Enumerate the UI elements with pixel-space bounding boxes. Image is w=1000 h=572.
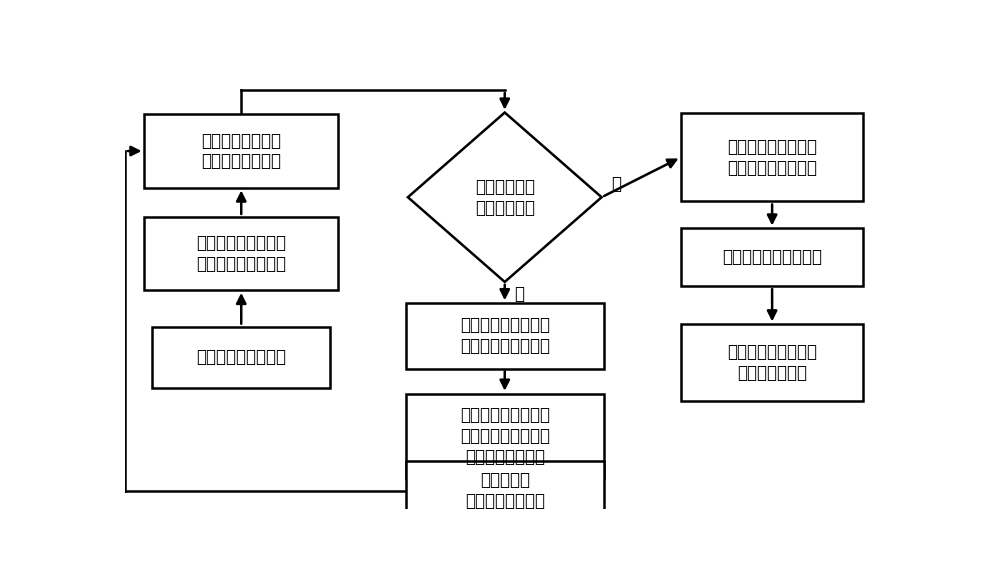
Bar [681, 324, 863, 402]
Bar [406, 460, 604, 521]
Text: 对参与免疫遗传的抗
体进行交叉和变异，
产生新的抗体种群: 对参与免疫遗传的抗 体进行交叉和变异， 产生新的抗体种群 [460, 406, 550, 466]
Text: 将图像的分割阈值视
为抗体矩阵并初始化: 将图像的分割阈值视 为抗体矩阵并初始化 [196, 234, 286, 273]
Text: 计算父代抗体种群
的适应度，并排序: 计算父代抗体种群 的适应度，并排序 [201, 132, 281, 170]
Text: 根据适应度
更新子代抗体种群: 根据适应度 更新子代抗体种群 [465, 471, 545, 510]
Bar [152, 327, 330, 388]
Bar [681, 113, 863, 201]
Text: 用形态学的方法处理
得到的分割区域: 用形态学的方法处理 得到的分割区域 [727, 343, 817, 382]
Text: 是: 是 [611, 175, 621, 193]
Bar [406, 303, 604, 368]
Text: 对采集的图像进行分割: 对采集的图像进行分割 [722, 248, 822, 267]
Text: 用轮盘赌的方法选择
参与免疫遗传的抗体: 用轮盘赌的方法选择 参与免疫遗传的抗体 [460, 316, 550, 355]
Text: 判断是否满足
最大迭代条件: 判断是否满足 最大迭代条件 [475, 178, 535, 217]
Bar [681, 228, 863, 286]
Text: 否: 否 [514, 285, 524, 303]
Bar [144, 114, 338, 188]
Bar [144, 217, 338, 290]
Polygon shape [408, 113, 602, 282]
Text: 归一化原始采集图像: 归一化原始采集图像 [196, 348, 286, 367]
Bar [406, 394, 604, 478]
Text: 输出适应度最高的抗
体，即最佳分割阈值: 输出适应度最高的抗 体，即最佳分割阈值 [727, 138, 817, 177]
